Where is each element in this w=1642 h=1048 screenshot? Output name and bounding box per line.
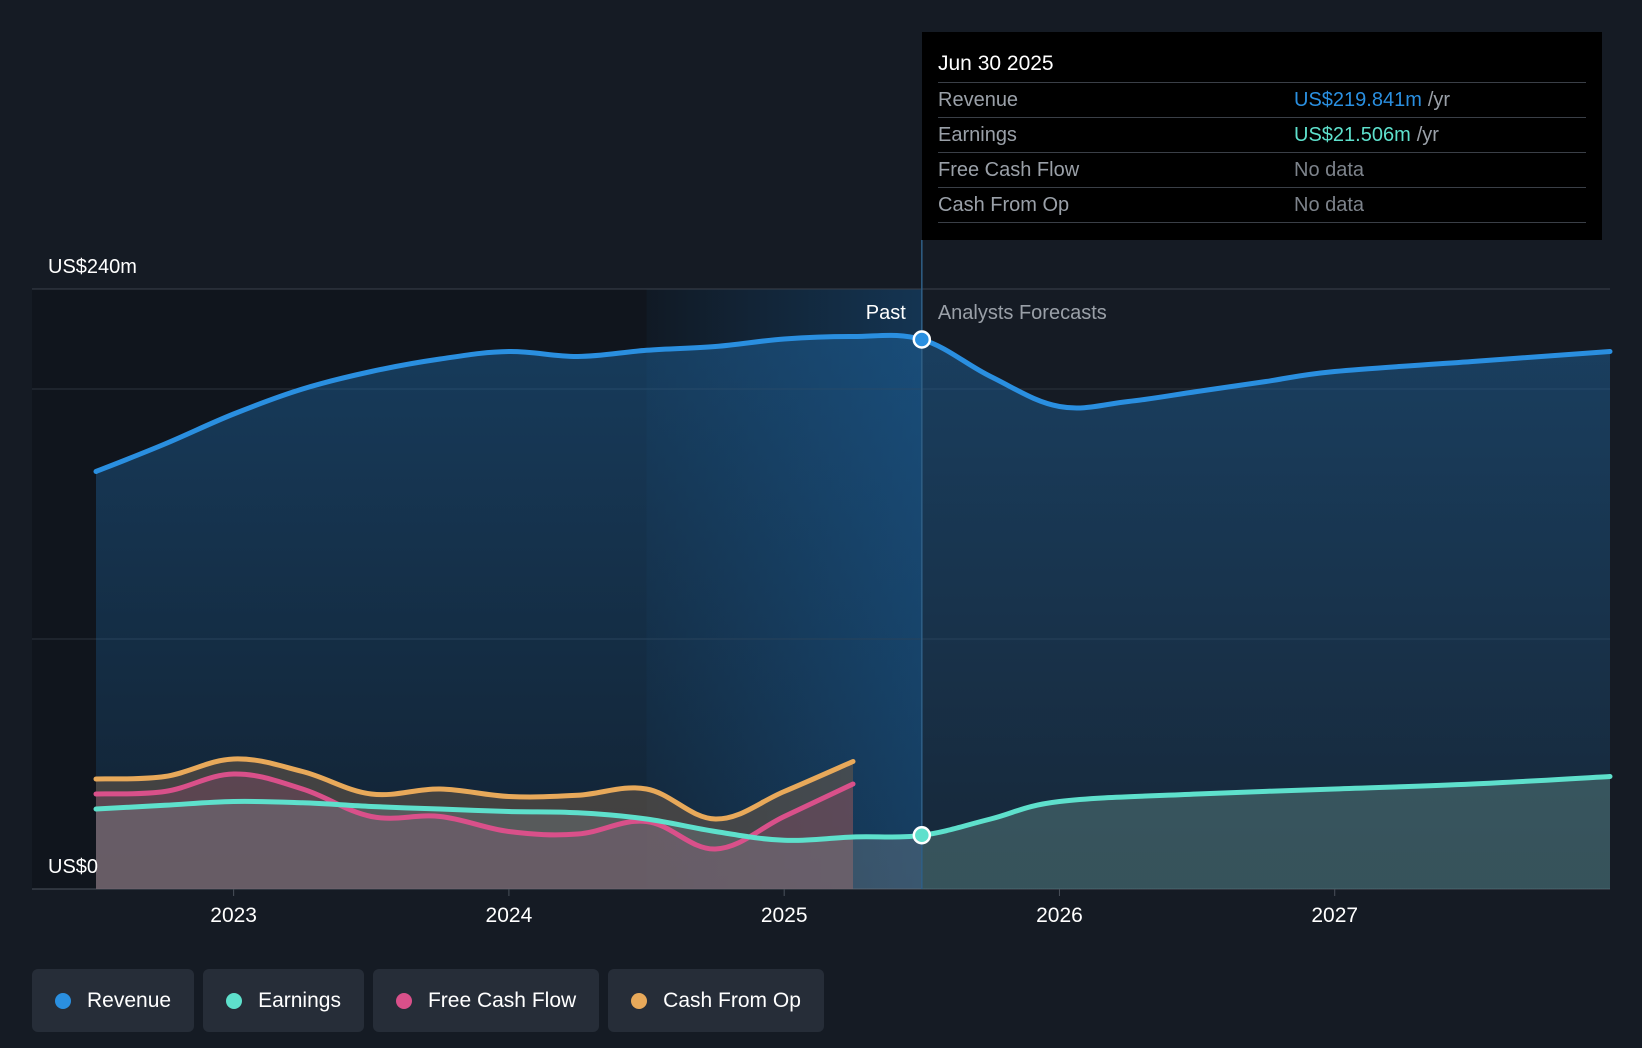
tooltip-row-free-cash-flow: Free Cash Flow No data [938,153,1586,188]
earnings-area [96,776,1610,889]
past-label: Past [866,302,906,324]
x-tick-label: 2027 [1311,904,1358,927]
x-tick-label: 2026 [1036,904,1083,927]
tooltip-row-value: US$21.506m [1294,124,1411,146]
legend-dot-icon [226,992,243,1009]
legend-label: Free Cash Flow [427,988,577,1012]
x-tick-label: 2025 [761,904,808,927]
x-tick-label: 2024 [486,904,533,927]
tooltip-row-value: No data [1294,194,1365,216]
tooltip-row-value: US$219.841m [1294,89,1422,111]
tooltip-row-value: No data [1294,159,1365,181]
earnings-forecast-area [921,776,1610,889]
legend-item-cash-from-op[interactable]: Cash From Op [608,969,824,1032]
tooltip-row-name: Free Cash Flow [938,159,1080,181]
revenue-line [93,332,1613,474]
x-tick-label: 2023 [210,904,257,927]
legend-item-earnings[interactable]: Earnings [203,969,364,1032]
tooltip-row-unit: /yr [1427,89,1451,111]
legend-label: Cash From Op [663,988,801,1012]
forecast-label: Analysts Forecasts [938,302,1107,324]
tooltip-row-earnings: Earnings US$21.506m /yr [938,118,1586,153]
legend-dot-icon [55,992,71,1009]
tooltip-row-name: Revenue [938,89,1019,111]
tooltip-date: Jun 30 2025 [938,46,1586,83]
legend-label: Revenue [87,988,172,1012]
legend-dot-icon [395,992,412,1009]
tooltip-row-cash-from-op: Cash From Op No data [938,188,1586,223]
legend-dot-icon [631,992,648,1009]
tooltip-row-unit: /yr [1416,124,1439,146]
tooltip-panel: Jun 30 2025 Revenue US$219.841m /yr Earn… [922,32,1602,240]
free-cash-flow-line [93,771,856,852]
tooltip-row-name: Earnings [938,124,1017,146]
legend-label: Earnings [258,988,341,1012]
legend: Revenue Earnings Free Cash Flow Cash Fro… [32,969,824,1032]
legend-item-revenue[interactable]: Revenue [32,969,195,1032]
legend-item-free-cash-flow[interactable]: Free Cash Flow [372,969,600,1032]
earnings-marker[interactable] [912,826,932,845]
cash-from-op-line [93,756,856,822]
tooltip-row-revenue: Revenue US$219.841m /yr [938,83,1586,118]
x-axis-ticks: 2023 2024 2025 2026 2027 [210,889,1358,927]
revenue-marker[interactable] [912,330,932,349]
y-axis-bottom-label: US$0 [48,856,98,878]
y-axis-top-label: US$240m [48,256,137,278]
revenue-area [96,335,1610,889]
earnings-line [93,774,1613,843]
tooltip-row-name: Cash From Op [938,194,1070,216]
